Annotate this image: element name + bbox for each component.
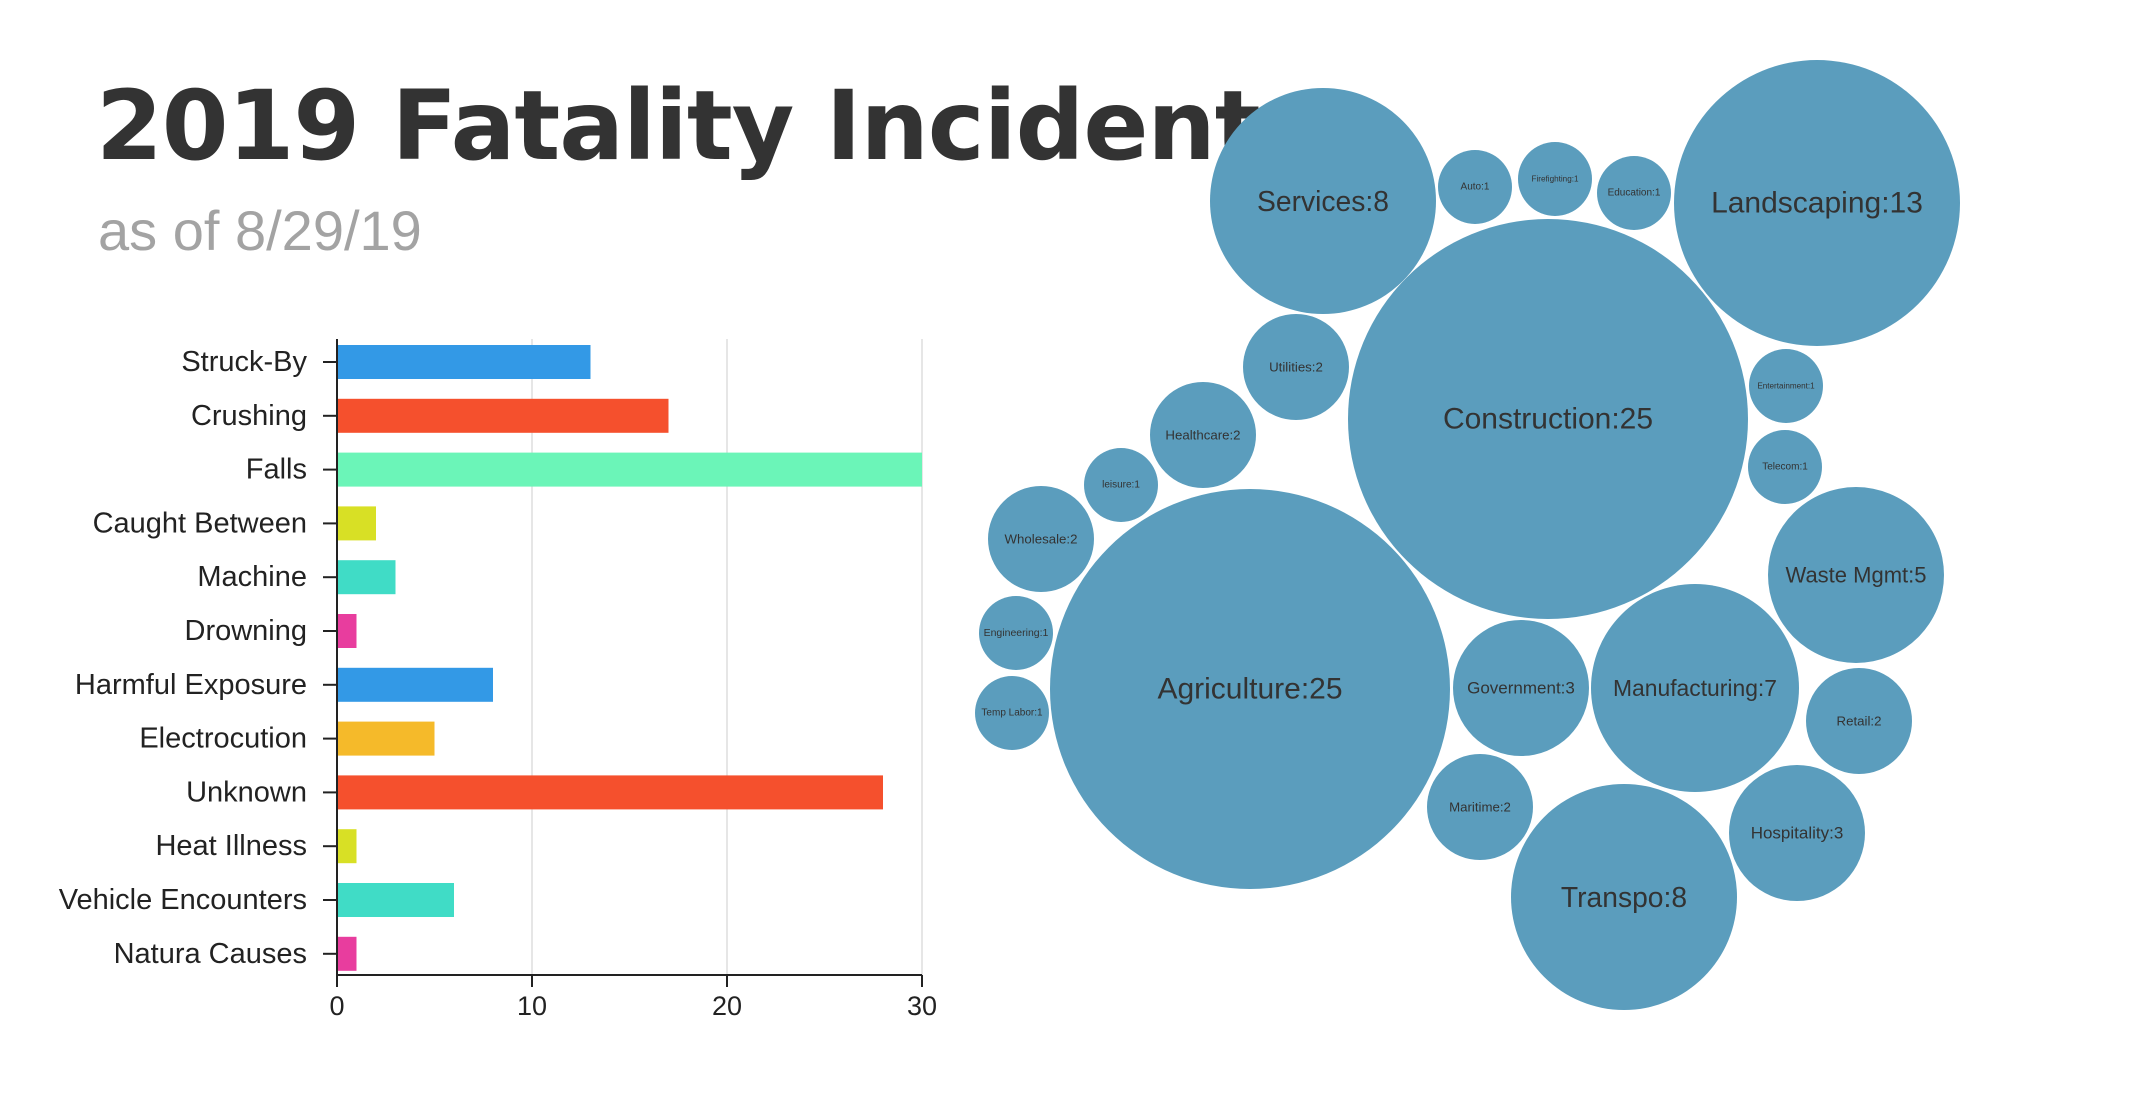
bubble[interactable] xyxy=(1518,142,1592,216)
y-tick-label: Vehicle Encounters xyxy=(59,884,307,916)
bubble-label: Wholesale:2 xyxy=(1005,532,1078,547)
bar[interactable] xyxy=(337,452,922,487)
bubble-label: Engineering:1 xyxy=(984,627,1049,639)
bubble-label: Hospitality:3 xyxy=(1751,824,1844,843)
bubble-label: Government:3 xyxy=(1467,679,1575,698)
y-tick-label: Crushing xyxy=(191,400,307,432)
bubble-label: Construction:25 xyxy=(1443,403,1653,436)
bar[interactable] xyxy=(337,667,493,702)
x-tick-label: 20 xyxy=(712,991,742,1021)
bubble[interactable] xyxy=(1597,156,1671,230)
y-tick-label: Electrocution xyxy=(139,723,307,755)
bubble-label: Utilities:2 xyxy=(1269,360,1323,375)
bar[interactable] xyxy=(337,883,454,917)
bubble[interactable] xyxy=(1768,487,1944,663)
bubble[interactable] xyxy=(1749,349,1823,423)
bubble-label: Manufacturing:7 xyxy=(1613,675,1777,701)
bar[interactable] xyxy=(337,614,357,648)
y-tick-label: Heat Illness xyxy=(155,830,307,862)
bubble-label: Temp Labor:1 xyxy=(981,708,1043,719)
bubble-label: leisure:1 xyxy=(1102,480,1140,491)
y-tick-label: Caught Between xyxy=(93,507,307,539)
bar[interactable] xyxy=(337,560,396,595)
x-tick-label: 0 xyxy=(329,991,344,1021)
y-tick-label: Natura Causes xyxy=(114,938,307,970)
bar[interactable] xyxy=(337,345,591,379)
bubble-label: Transpo:8 xyxy=(1561,881,1687,913)
bar[interactable] xyxy=(337,506,376,541)
y-tick-label: Drowning xyxy=(185,615,308,647)
bubble-label: Firefighting:1 xyxy=(1532,175,1579,184)
bubble[interactable] xyxy=(1674,60,1960,346)
bubble-label: Education:1 xyxy=(1608,188,1661,199)
bubble[interactable] xyxy=(1511,784,1737,1010)
bar[interactable] xyxy=(337,829,357,864)
bubble[interactable] xyxy=(1210,88,1436,314)
bubble-label: Healthcare:2 xyxy=(1165,428,1240,443)
bubble[interactable] xyxy=(1729,765,1865,901)
bubble-label: Auto:1 xyxy=(1461,182,1490,193)
bubble[interactable] xyxy=(979,596,1053,670)
bubble[interactable] xyxy=(1348,219,1748,619)
page-title: 2019 Fatality Incidents xyxy=(96,70,1317,182)
bubble[interactable] xyxy=(1150,382,1256,488)
bubble[interactable] xyxy=(975,676,1049,750)
bubble[interactable] xyxy=(988,486,1094,592)
bubble-label: Waste Mgmt:5 xyxy=(1786,563,1927,588)
y-tick-label: Falls xyxy=(246,454,307,486)
x-tick-label: 30 xyxy=(907,991,937,1021)
bubble[interactable] xyxy=(1591,584,1799,792)
bubble-label: Landscaping:13 xyxy=(1711,187,1923,220)
x-tick-label: 10 xyxy=(517,991,547,1021)
bubble-label: Agriculture:25 xyxy=(1157,673,1342,706)
bubble[interactable] xyxy=(1050,489,1450,889)
y-tick-label: Unknown xyxy=(186,776,307,808)
bar[interactable] xyxy=(337,936,357,971)
bubble[interactable] xyxy=(1806,668,1912,774)
bar[interactable] xyxy=(337,721,435,756)
bubble[interactable] xyxy=(1084,448,1158,522)
bubble-label: Entertainment:1 xyxy=(1757,382,1815,391)
bubble[interactable] xyxy=(1453,620,1589,756)
bar[interactable] xyxy=(337,398,669,433)
bubble-label: Telecom:1 xyxy=(1762,462,1808,473)
y-tick-label: Machine xyxy=(197,561,307,593)
bubble[interactable] xyxy=(1243,314,1349,420)
bar-chart: Struck-By Crushing Falls Caught Between Mach… xyxy=(59,339,937,1021)
bubble-label: Maritime:2 xyxy=(1449,800,1511,815)
bubble[interactable] xyxy=(1427,754,1533,860)
bubble-label: Retail:2 xyxy=(1837,714,1882,729)
bubble-label: Services:8 xyxy=(1257,185,1389,217)
y-tick-label: Struck-By xyxy=(181,346,307,378)
bar[interactable] xyxy=(337,775,883,810)
bubble[interactable] xyxy=(1748,430,1822,504)
bubble[interactable] xyxy=(1438,150,1512,224)
y-tick-label: Harmful Exposure xyxy=(75,669,307,701)
page-subtitle: as of 8/29/19 xyxy=(98,199,422,262)
